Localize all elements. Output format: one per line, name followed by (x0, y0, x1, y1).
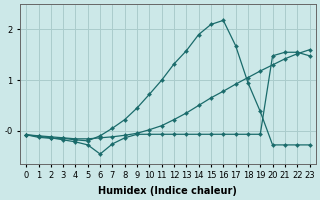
X-axis label: Humidex (Indice chaleur): Humidex (Indice chaleur) (99, 186, 237, 196)
